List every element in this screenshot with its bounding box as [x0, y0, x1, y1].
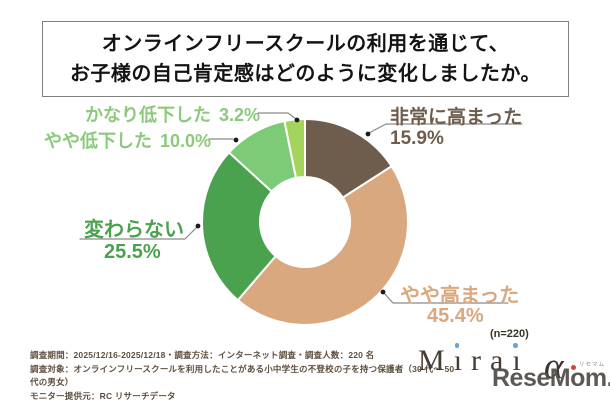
donut-segment-3: [228, 120, 298, 193]
label-kanari-teika: かなり低下した 3.2%: [85, 101, 260, 127]
mirai-logo-letter: ı: [453, 343, 463, 377]
survey-footnote: 調査期間：2025/12/16-2025/12/18・調査方法：インターネット調…: [30, 349, 460, 400]
yaya-teika-name: やや低下した: [44, 131, 152, 151]
resemom-watermark: ReseMom. リセマム: [492, 362, 610, 394]
label-yaya-teika: やや低下した 10.0%: [44, 127, 211, 153]
label-yaya-takamatta: やや高まった: [400, 285, 520, 307]
mirai-i-dot-icon: [513, 343, 518, 348]
sample-size-note: (n=220): [490, 328, 529, 340]
title-line-2: お子様の自己肯定感はどのように変化しましたか。: [69, 63, 542, 85]
footnote-line-1: 調査期間：2025/12/16-2025/12/18・調査方法：インターネット調…: [30, 350, 375, 360]
label-yaya-takamatta-pct: 45.4%: [427, 305, 484, 327]
label-hijou-takamatta: 非常に高まった: [390, 107, 523, 128]
yaya-teika-pct: 10.0%: [160, 131, 212, 151]
donut-segment-4: [283, 118, 306, 179]
donut-segment-2: [201, 151, 277, 302]
kanari-teika-name: かなり低下した: [85, 105, 211, 125]
leader-dot-4: [380, 289, 386, 295]
mirai-i-dot-icon: [454, 343, 460, 348]
mirai-logo-letter: ı: [512, 343, 521, 377]
footnote-line-2: 調査対象：オンラインフリースクールを利用したことがある小中学生の不登校の子を持つ…: [30, 363, 455, 388]
label-kawaranai: 変わらない: [84, 219, 184, 241]
title-line-1: オンラインフリースクールの利用を通じて、: [101, 33, 510, 55]
leader-line-0: [257, 112, 297, 120]
leader-dot-0: [294, 117, 300, 123]
donut-segment-0: [304, 118, 393, 199]
leader-dot-1: [233, 137, 239, 143]
leader-dot-3: [195, 223, 201, 229]
leader-dot-2: [365, 131, 371, 137]
title-box: オンラインフリースクールの利用を通じて、 お子様の自己肯定感はどのように変化しま…: [42, 21, 569, 97]
mirai-logo-letter: M: [418, 344, 445, 377]
resemom-katakana-reading: リセマム: [579, 362, 606, 368]
label-kawaranai-pct: 25.5%: [104, 241, 161, 263]
footnote-line-3: モニター提供元：RC リサーチデータ: [30, 390, 176, 400]
resemom-red-dot-icon: [571, 365, 576, 370]
donut-segment-1: [236, 165, 409, 326]
resemom-wordmark: ReseMom.: [492, 364, 610, 392]
kanari-teika-pct: 3.2%: [219, 105, 261, 125]
mirai-logo-letter: r: [471, 344, 482, 377]
label-hijou-takamatta-pct: 15.9%: [390, 128, 444, 149]
mirai-logo-letter: a: [490, 344, 504, 377]
mirai-alpha-glyph: α: [544, 346, 564, 387]
